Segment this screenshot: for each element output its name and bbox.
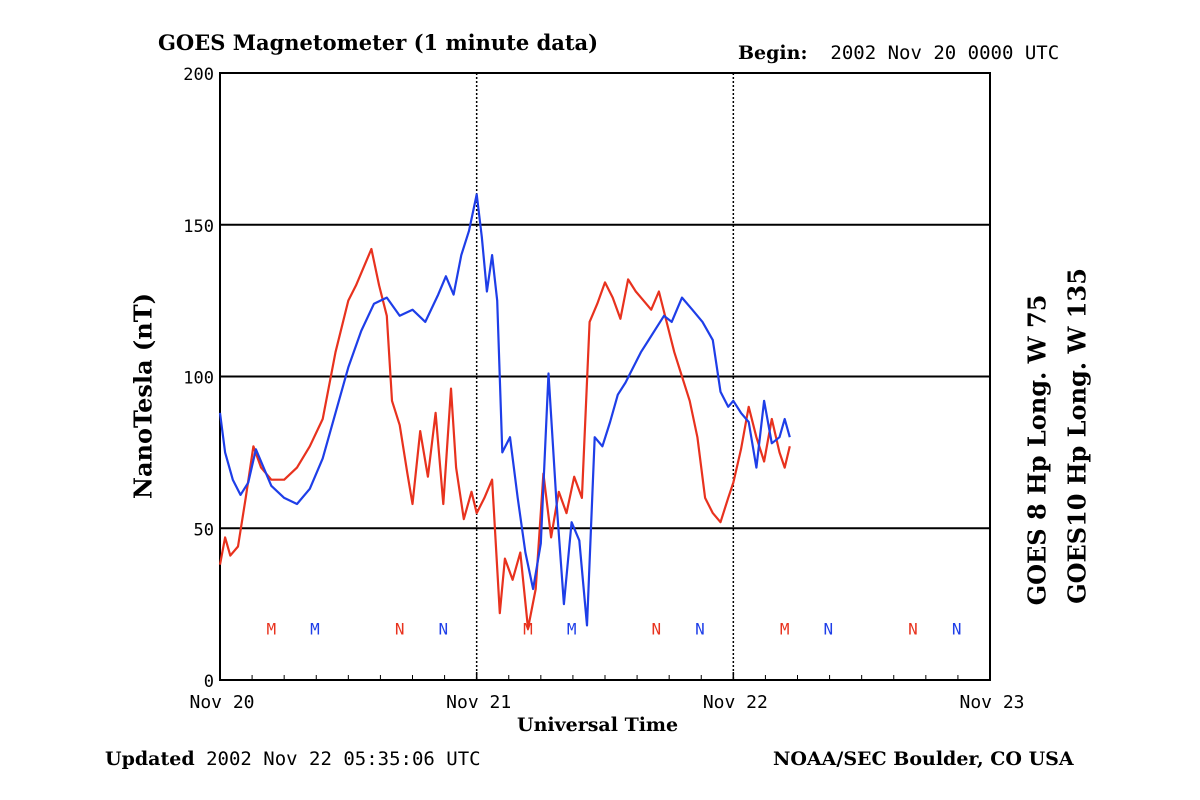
local-time-marker: M [310, 619, 320, 638]
y-tick-label: 100 [183, 369, 214, 389]
local-time-marker: M [780, 619, 790, 638]
local-time-marker: M [567, 619, 577, 638]
local-time-marker: N [438, 619, 448, 638]
local-time-marker: N [395, 619, 405, 638]
begin-value: 2002 Nov 20 0000 UTC [830, 42, 1060, 64]
y-tick-label: 200 [183, 65, 214, 85]
y-tick-label: 0 [204, 672, 214, 692]
chart-title: GOES Magnetometer (1 minute data) [158, 30, 599, 55]
credit-text: NOAA/SEC Boulder, CO USA [773, 748, 1074, 770]
x-tick-label: Nov 20 [189, 692, 254, 713]
begin-label: Begin: [738, 42, 808, 64]
y-tick-label: 50 [194, 520, 214, 540]
y-tick-label: 150 [183, 217, 214, 237]
local-time-marker: N [695, 619, 705, 638]
local-time-marker: N [823, 619, 833, 638]
updated-info: Updated 2002 Nov 22 05:35:06 UTC [105, 748, 481, 770]
y-axis-label: NanoTesla (nT) [128, 293, 158, 499]
series-line-2 [218, 193, 791, 627]
local-time-marker: M [523, 619, 533, 638]
series1-legend-label: GOES 8 Hp Long. W 75 [1022, 294, 1052, 606]
begin-info: Begin: 2002 Nov 20 0000 UTC [738, 42, 1059, 64]
updated-label: Updated [105, 748, 195, 770]
x-tick-label: Nov 22 [703, 692, 768, 713]
local-time-marker: N [952, 619, 962, 638]
x-tick-label: Nov 21 [446, 692, 511, 713]
series2-legend-label: GOES10 Hp Long. W 135 [1062, 268, 1092, 604]
local-time-marker: M [267, 619, 277, 638]
local-time-marker: N [908, 619, 918, 638]
x-axis-label: Universal Time [517, 714, 679, 736]
series-line-1 [218, 247, 791, 630]
updated-value: 2002 Nov 22 05:35:06 UTC [206, 748, 481, 770]
x-tick-label: Nov 23 [959, 692, 1024, 713]
local-time-marker: N [652, 619, 662, 638]
